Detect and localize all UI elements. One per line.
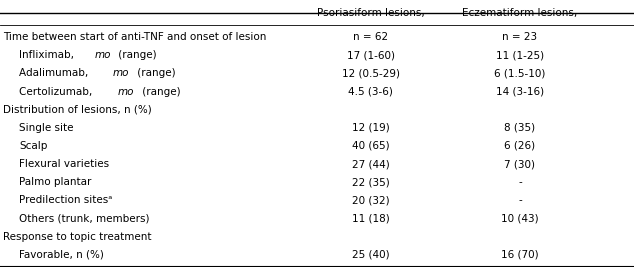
Text: Distribution of lesions, n (%): Distribution of lesions, n (%) bbox=[3, 105, 152, 115]
Text: 20 (32): 20 (32) bbox=[352, 195, 390, 205]
Text: 12 (0.5-29): 12 (0.5-29) bbox=[342, 68, 400, 78]
Text: 12 (19): 12 (19) bbox=[352, 123, 390, 133]
Text: 11 (18): 11 (18) bbox=[352, 214, 390, 223]
Text: Others (trunk, members): Others (trunk, members) bbox=[19, 214, 150, 223]
Text: 17 (1-60): 17 (1-60) bbox=[347, 50, 395, 60]
Text: mo: mo bbox=[113, 68, 129, 78]
Text: 7 (30): 7 (30) bbox=[505, 159, 535, 169]
Text: 4.5 (3-6): 4.5 (3-6) bbox=[349, 87, 393, 96]
Text: (range): (range) bbox=[115, 50, 157, 60]
Text: Eczematiform lesions,: Eczematiform lesions, bbox=[462, 8, 578, 18]
Text: -: - bbox=[518, 177, 522, 187]
Text: 40 (65): 40 (65) bbox=[352, 141, 390, 151]
Text: 10 (43): 10 (43) bbox=[501, 214, 539, 223]
Text: 11 (1-25): 11 (1-25) bbox=[496, 50, 544, 60]
Text: Favorable, n (%): Favorable, n (%) bbox=[19, 250, 104, 260]
Text: Palmo plantar: Palmo plantar bbox=[19, 177, 91, 187]
Text: (range): (range) bbox=[134, 68, 176, 78]
Text: 16 (70): 16 (70) bbox=[501, 250, 539, 260]
Text: mo: mo bbox=[118, 87, 134, 96]
Text: 8 (35): 8 (35) bbox=[504, 123, 536, 133]
Text: 6 (1.5-10): 6 (1.5-10) bbox=[494, 68, 546, 78]
Text: Time between start of anti-TNF and onset of lesion: Time between start of anti-TNF and onset… bbox=[3, 32, 266, 42]
Text: Single site: Single site bbox=[19, 123, 74, 133]
Text: n = 23: n = 23 bbox=[502, 32, 538, 42]
Text: mo: mo bbox=[94, 50, 111, 60]
Text: 25 (40): 25 (40) bbox=[352, 250, 390, 260]
Text: Predilection sitesᵃ: Predilection sitesᵃ bbox=[19, 195, 112, 205]
Text: (range): (range) bbox=[139, 87, 181, 96]
Text: 27 (44): 27 (44) bbox=[352, 159, 390, 169]
Text: Response to topic treatment: Response to topic treatment bbox=[3, 232, 152, 242]
Text: 6 (26): 6 (26) bbox=[504, 141, 536, 151]
Text: -: - bbox=[518, 195, 522, 205]
Text: Certolizumab,: Certolizumab, bbox=[19, 87, 96, 96]
Text: Adalimumab,: Adalimumab, bbox=[19, 68, 91, 78]
Text: Flexural varieties: Flexural varieties bbox=[19, 159, 109, 169]
Text: 22 (35): 22 (35) bbox=[352, 177, 390, 187]
Text: n = 62: n = 62 bbox=[353, 32, 389, 42]
Text: 14 (3-16): 14 (3-16) bbox=[496, 87, 544, 96]
Text: Psoriasiform lesions,: Psoriasiform lesions, bbox=[317, 8, 425, 18]
Text: Scalp: Scalp bbox=[19, 141, 48, 151]
Text: Infliximab,: Infliximab, bbox=[19, 50, 77, 60]
